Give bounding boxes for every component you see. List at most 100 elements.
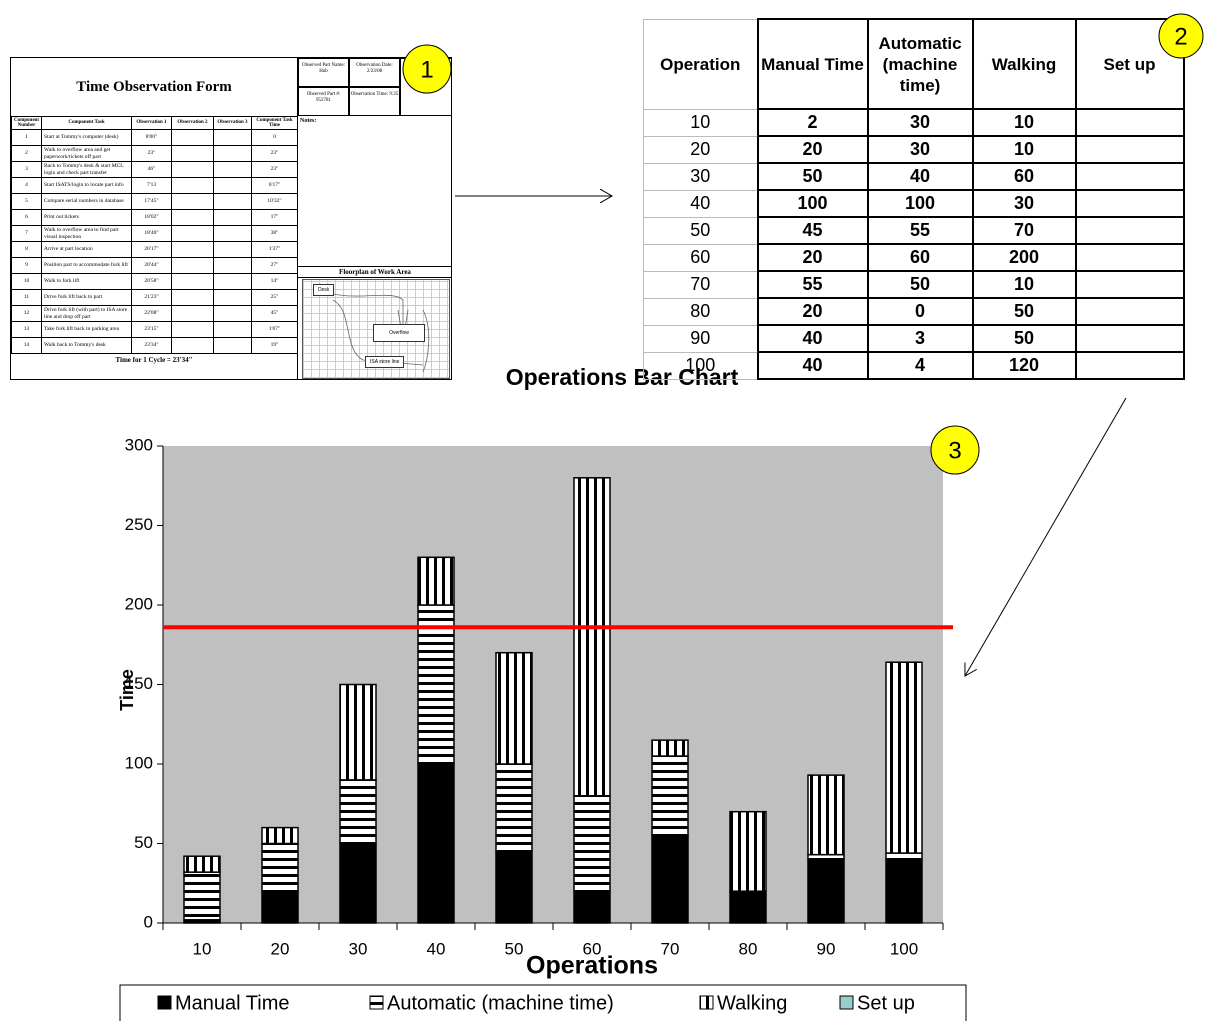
component-task: Back to Tommy's desk & start MCL login a… xyxy=(42,162,132,178)
observation-empty xyxy=(214,242,252,258)
observation: 8'00" xyxy=(132,130,172,146)
component-number: 4 xyxy=(12,178,42,194)
y-tick-label: 300 xyxy=(125,435,153,454)
bar-segment xyxy=(184,856,220,872)
form-column-header: Observation 1 xyxy=(132,117,172,130)
column-header: Set up xyxy=(1076,19,1184,109)
form-row: 9Position part to accommodate fork lift2… xyxy=(12,258,298,274)
component-task: Walk to fork lift xyxy=(42,274,132,290)
bar-segment xyxy=(574,796,610,891)
form-row: 5Compare serial numbers in database17'45… xyxy=(12,194,298,210)
task-time: 25" xyxy=(252,290,298,306)
observation-empty xyxy=(214,322,252,338)
task-time: 1'07" xyxy=(252,322,298,338)
component-number: 14 xyxy=(12,338,42,354)
table-value: 40 xyxy=(758,352,868,379)
task-time: 10'32" xyxy=(252,194,298,210)
empty-cell xyxy=(1076,163,1184,190)
empty-cell xyxy=(1076,298,1184,325)
observation-empty xyxy=(214,162,252,178)
operation-cell: 70 xyxy=(644,271,758,298)
empty-cell xyxy=(1076,136,1184,163)
empty-cell xyxy=(1076,352,1184,379)
form-header-field: Observed Part #: 952781 xyxy=(298,87,349,116)
form-column-header: Observation 3 xyxy=(214,117,252,130)
task-time: 19" xyxy=(252,338,298,354)
observation-empty xyxy=(214,274,252,290)
bar-segment xyxy=(652,756,688,836)
legend-label: Set up xyxy=(857,992,915,1014)
bar-segment xyxy=(808,775,844,855)
component-number: 10 xyxy=(12,274,42,290)
observation: 21'23" xyxy=(132,290,172,306)
operations-table: OperationManual TimeAutomatic (machine t… xyxy=(643,18,1185,380)
operation-cell: 100 xyxy=(644,352,758,379)
component-number: 11 xyxy=(12,290,42,306)
bar-segment xyxy=(262,844,298,892)
legend-label: Manual Time xyxy=(175,992,290,1014)
y-tick-label: 0 xyxy=(144,912,153,931)
component-number: 3 xyxy=(12,162,42,178)
empty-cell xyxy=(1076,190,1184,217)
table-value: 30 xyxy=(868,136,973,163)
observation-empty xyxy=(172,274,214,290)
empty-cell xyxy=(1076,244,1184,271)
observation-empty xyxy=(172,322,214,338)
observation-empty xyxy=(172,146,214,162)
observation: 23'34" xyxy=(132,338,172,354)
component-number: 8 xyxy=(12,242,42,258)
column-header: Automatic (machine time) xyxy=(868,19,973,109)
table-row: 8020050 xyxy=(644,298,1184,325)
bar-segment xyxy=(652,740,688,756)
table-value: 40 xyxy=(758,325,868,352)
y-tick-label: 150 xyxy=(125,674,153,693)
observation: 23'15" xyxy=(132,322,172,338)
x-tick-label: 80 xyxy=(739,939,758,958)
bar-segment xyxy=(730,891,766,923)
bar-segment xyxy=(496,653,532,764)
bar-segment xyxy=(418,557,454,605)
y-tick-label: 100 xyxy=(125,753,153,772)
bar-segment xyxy=(262,828,298,844)
bar-segment xyxy=(496,764,532,851)
observation: 18'40" xyxy=(132,226,172,242)
task-time: 45" xyxy=(252,306,298,322)
x-tick-label: 90 xyxy=(817,939,836,958)
bar-segment xyxy=(574,478,610,796)
floorplan: Floorplan of Work Area Desk Overflow ISA… xyxy=(298,266,452,380)
table-row: 100404120 xyxy=(644,352,1184,379)
form-row: 7Walk to overflow area to find part visu… xyxy=(12,226,298,242)
form-column-header: Component Task Time xyxy=(252,117,298,130)
form-column-header: Observation 2 xyxy=(172,117,214,130)
table-value: 4 xyxy=(868,352,973,379)
bar-segment xyxy=(340,685,376,780)
x-tick-label: 20 xyxy=(271,939,290,958)
table-value: 55 xyxy=(758,271,868,298)
component-task: Print out tickets xyxy=(42,210,132,226)
bar-segment xyxy=(418,764,454,923)
operation-cell: 80 xyxy=(644,298,758,325)
x-tick-label: 30 xyxy=(349,939,368,958)
time-observation-form: Time Observation Form Component NumberCo… xyxy=(10,57,452,380)
task-time: 1'37" xyxy=(252,242,298,258)
observation-empty xyxy=(214,210,252,226)
floorplan-label: Desk xyxy=(313,284,334,296)
observation: 17'45" xyxy=(132,194,172,210)
form-header-field: Observation Time: 9:35 xyxy=(349,87,400,116)
empty-cell xyxy=(1076,271,1184,298)
bar-segment xyxy=(886,853,922,859)
table-row: 30504060 xyxy=(644,163,1184,190)
column-header: Manual Time xyxy=(758,19,868,109)
observation-empty xyxy=(214,130,252,146)
table-value: 100 xyxy=(758,190,868,217)
bar-segment xyxy=(574,891,610,923)
observation-empty xyxy=(214,290,252,306)
bar-segment xyxy=(496,851,532,923)
observation-empty xyxy=(214,178,252,194)
floorplan-grid: Desk Overflow ISA store line xyxy=(302,279,450,379)
bar-segment xyxy=(808,859,844,923)
